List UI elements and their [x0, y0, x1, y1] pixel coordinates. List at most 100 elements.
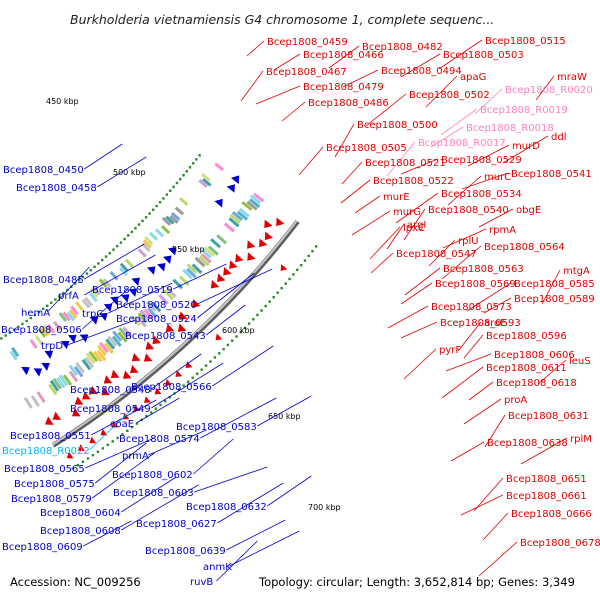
gene-label-left[interactable]: prmA [122, 451, 149, 462]
gene-label-left[interactable]: Bcep1808_0485 [3, 275, 84, 286]
gene-label-left[interactable]: Bcep1808_0524 [116, 314, 197, 325]
gene-arrow [247, 252, 256, 261]
gene-label-right[interactable]: Bcep1808_0494 [381, 66, 462, 77]
gene-label-left[interactable]: Bcep1808_0609 [2, 542, 83, 553]
gene-label-right[interactable]: Bcep1808_0486 [308, 98, 389, 109]
gene-label-right[interactable]: Bcep1808_0596 [486, 331, 567, 342]
gene-label-right[interactable]: Bcep1808_0606 [494, 350, 575, 361]
gene-label-right[interactable]: murG [393, 207, 421, 218]
gene-label-right[interactable]: Bcep1808_R0019 [480, 105, 568, 116]
gene-label-left[interactable]: trpD [41, 341, 63, 352]
gene-label-left[interactable]: Bcep1808_0549 [70, 404, 151, 415]
gene-label-right[interactable]: pyrF [439, 345, 461, 356]
gene-label-left[interactable]: Bcep1808_0575 [14, 479, 95, 490]
gene-label-left[interactable]: Bcep1808_0603 [113, 488, 194, 499]
gene-label-right[interactable]: aroE [484, 318, 506, 329]
gene-label-right[interactable]: Bcep1808_0547 [396, 249, 477, 260]
gene-label-right[interactable]: Bcep1808_0678 [520, 538, 600, 549]
gene-label-right[interactable]: Bcep1808_0502 [409, 90, 490, 101]
gene-label-left[interactable]: anmK [203, 562, 232, 573]
gene-label-right[interactable]: Bcep1808_0482 [362, 42, 443, 53]
gene-label-right[interactable]: Bcep1808_R0018 [466, 123, 554, 134]
gene-label-right[interactable]: mraW [557, 72, 587, 83]
gene-label-left[interactable]: coaE [110, 419, 134, 430]
gene-label-right[interactable]: Bcep1808_0515 [485, 36, 566, 47]
gene-label-left[interactable]: ruvB [190, 577, 213, 588]
feature-block [118, 327, 129, 339]
gene-label-left[interactable]: Bcep1808_0639 [145, 546, 226, 557]
gene-label-right[interactable]: Bcep1808_0505 [326, 143, 407, 154]
gene-label-right[interactable]: murE [383, 192, 410, 203]
gene-label-left[interactable]: Bcep1808_0519 [92, 285, 173, 296]
gene-label-right[interactable]: lpxC [403, 223, 425, 234]
gene-label-right[interactable]: Bcep1808_0479 [303, 82, 384, 93]
gene-label-right[interactable]: Bcep1808_0661 [506, 491, 587, 502]
gene-label-right[interactable]: Bcep1808_0666 [511, 509, 592, 520]
leader-line [369, 226, 401, 260]
gene-label-right[interactable]: Bcep1808_0503 [443, 50, 524, 61]
gene-label-left[interactable]: Bcep1808_0458 [16, 183, 97, 194]
gene-label-right[interactable]: Bcep1808_R0020 [505, 85, 593, 96]
gene-label-right[interactable]: Bcep1808_0541 [511, 169, 592, 180]
gene-label-right[interactable]: Bcep1808_0522 [373, 176, 454, 187]
gene-label-left[interactable]: Bcep1808_0565 [4, 464, 85, 475]
gene-label-right[interactable]: ddl [551, 132, 566, 143]
gene-label-right[interactable]: Bcep1808_0466 [303, 50, 384, 61]
gene-label-right[interactable]: apaG [460, 72, 486, 83]
gene-label-right[interactable]: Bcep1808_0467 [266, 67, 347, 78]
gene-label-right[interactable]: Bcep1808_0540 [428, 205, 509, 216]
gene-label-left[interactable]: trpC [82, 309, 103, 320]
gene-label-left[interactable]: Bcep1808_0583 [176, 422, 257, 433]
gene-label-right[interactable]: Bcep1808_0534 [441, 189, 522, 200]
gene-label-left[interactable]: Bcep1808_0506 [1, 325, 82, 336]
gene-label-right[interactable]: Bcep1808_0529 [441, 155, 522, 166]
gene-label-left[interactable]: Bcep1808_R0022 [2, 446, 90, 457]
gene-label-left[interactable]: Bcep1808_0543 [125, 331, 206, 342]
feature-block [43, 324, 52, 335]
gene-label-right[interactable]: murC [484, 172, 511, 183]
gene-label-right[interactable]: murD [512, 141, 540, 152]
gene-label-right[interactable]: Bcep1808_0500 [357, 120, 438, 131]
gene-label-left[interactable]: prfA [58, 291, 79, 302]
gene-label-right[interactable]: Bcep1808_R0017 [418, 138, 506, 149]
gene-label-left[interactable]: Bcep1808_0632 [186, 502, 267, 513]
gene-label-right[interactable]: rpmA [489, 225, 516, 236]
feature-block [68, 364, 79, 377]
gene-label-right[interactable]: Bcep1808_0563 [443, 264, 524, 275]
gene-label-right[interactable]: Bcep1808_0569 [435, 279, 516, 290]
gene-label-right[interactable]: rplM [570, 434, 592, 445]
gene-label-right[interactable]: Bcep1808_0618 [496, 378, 577, 389]
gene-label-left[interactable]: Bcep1808_0574 [119, 434, 200, 445]
gene-label-left[interactable]: Bcep1808_0608 [40, 526, 121, 537]
gene-label-right[interactable]: Bcep1808_0573 [431, 302, 512, 313]
gene-label-right[interactable]: leuS [569, 356, 591, 367]
gene-label-right[interactable]: Bcep1808_0589 [514, 294, 595, 305]
gene-label-left[interactable]: Bcep1808_0450 [3, 165, 84, 176]
gene-label-right[interactable]: Bcep1808_0564 [484, 242, 565, 253]
leader-line [273, 53, 301, 71]
gene-label-right[interactable]: rplU [458, 236, 479, 247]
gene-label-right[interactable]: Bcep1808_0638 [487, 438, 568, 449]
gene-label-left[interactable]: Bcep1808_0604 [40, 508, 121, 519]
gene-label-left[interactable]: Bcep1808_0579 [11, 494, 92, 505]
gene-label-left[interactable]: Bcep1808_0520 [116, 300, 197, 311]
gene-label-right[interactable]: Bcep1808_0521 [365, 158, 446, 169]
gene-label-right[interactable]: Bcep1808_0585 [514, 279, 595, 290]
gene-label-right[interactable]: mtgA [563, 266, 590, 277]
gene-label-left[interactable]: Bcep1808_0566 [131, 382, 212, 393]
gene-label-right[interactable]: proA [504, 395, 527, 406]
gene-label-right[interactable]: Bcep1808_0459 [267, 37, 348, 48]
gene-label-left[interactable]: Bcep1808_0627 [136, 519, 217, 530]
gene-label-right[interactable]: Bcep1808_0611 [486, 363, 567, 374]
gene-label-left[interactable]: Bcep1808_0548 [70, 385, 151, 396]
gene-label-right[interactable]: Bcep1808_0651 [506, 474, 587, 485]
gene-label-left[interactable]: hemA [21, 308, 50, 319]
gene-label-right[interactable]: Bcep1808_0631 [508, 411, 589, 422]
gene-label-right[interactable]: obgE [516, 205, 541, 216]
gene-label-left[interactable]: Bcep1808_0602 [112, 470, 193, 481]
gene-labels[interactable]: Bcep1808_0459 Bcep1808_0482 Bcep1808_0515 B… [1, 36, 600, 588]
gene-label-right[interactable]: argI [407, 220, 426, 231]
gene-label-right[interactable]: Bcep1808_0593 [440, 318, 521, 329]
gene-label-left[interactable]: Bcep1808_0551 [10, 431, 91, 442]
